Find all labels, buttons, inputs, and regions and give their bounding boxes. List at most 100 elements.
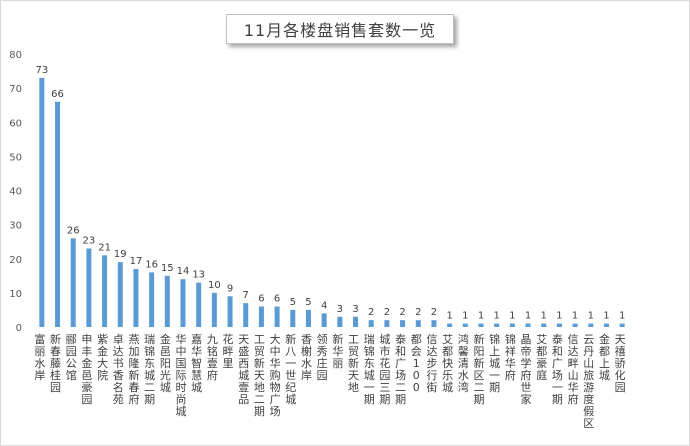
svg-text:华: 华 bbox=[332, 344, 343, 358]
svg-text:园: 园 bbox=[81, 393, 92, 406]
svg-text:花: 花 bbox=[379, 357, 390, 370]
svg-text:华: 华 bbox=[568, 380, 579, 394]
data-label: 7 bbox=[243, 290, 249, 301]
svg-text:新: 新 bbox=[474, 356, 485, 370]
svg-text:上: 上 bbox=[599, 357, 610, 370]
bar bbox=[164, 275, 170, 327]
svg-text:都: 都 bbox=[536, 345, 547, 358]
svg-text:一: 一 bbox=[552, 381, 563, 394]
svg-text:城: 城 bbox=[191, 381, 202, 394]
svg-text:九: 九 bbox=[207, 333, 218, 346]
svg-text:区: 区 bbox=[474, 369, 485, 382]
svg-text:城: 城 bbox=[285, 393, 296, 406]
svg-text:花: 花 bbox=[223, 333, 234, 346]
svg-text:园: 园 bbox=[50, 381, 61, 394]
svg-text:锦: 锦 bbox=[505, 332, 516, 346]
svg-text:城: 城 bbox=[442, 381, 453, 394]
bar bbox=[86, 248, 92, 327]
svg-text:华: 华 bbox=[176, 332, 187, 346]
data-label: 2 bbox=[368, 307, 374, 318]
data-label: 21 bbox=[98, 242, 111, 253]
svg-text:名: 名 bbox=[113, 380, 124, 394]
svg-text:城: 城 bbox=[364, 369, 375, 382]
bar bbox=[211, 292, 217, 327]
y-tick-label: 0 bbox=[16, 323, 22, 334]
bar bbox=[447, 323, 453, 327]
svg-text:畔: 畔 bbox=[568, 357, 579, 370]
svg-text:新: 新 bbox=[285, 332, 296, 346]
svg-text:二: 二 bbox=[474, 381, 485, 394]
bar bbox=[102, 255, 108, 327]
svg-text:城: 城 bbox=[599, 369, 610, 382]
svg-text:广: 广 bbox=[270, 393, 281, 406]
svg-text:帝: 帝 bbox=[521, 344, 532, 358]
bar bbox=[180, 279, 186, 327]
y-tick-label: 80 bbox=[9, 50, 22, 61]
bar bbox=[70, 238, 76, 327]
svg-text:期: 期 bbox=[254, 405, 265, 418]
y-tick-label: 10 bbox=[9, 289, 22, 300]
svg-text:华: 华 bbox=[270, 356, 281, 370]
svg-text:区: 区 bbox=[583, 417, 594, 430]
svg-text:园: 园 bbox=[379, 369, 390, 382]
svg-text:金: 金 bbox=[160, 332, 171, 346]
chart-title: 11月各楼盘销售套数一览 bbox=[226, 14, 454, 44]
data-label: 1 bbox=[588, 311, 594, 322]
bar bbox=[243, 303, 249, 327]
svg-text:一: 一 bbox=[285, 357, 296, 370]
svg-text:豪: 豪 bbox=[536, 356, 547, 370]
svg-text:广: 广 bbox=[552, 357, 563, 370]
svg-text:春: 春 bbox=[128, 381, 139, 394]
data-label: 10 bbox=[208, 280, 221, 291]
svg-text:园: 园 bbox=[66, 345, 77, 358]
svg-text:岸: 岸 bbox=[34, 369, 45, 382]
svg-text:步: 步 bbox=[426, 357, 437, 370]
svg-text:一: 一 bbox=[489, 369, 500, 382]
svg-text:工: 工 bbox=[254, 333, 265, 346]
svg-text:期: 期 bbox=[474, 393, 485, 406]
bar bbox=[400, 320, 406, 327]
svg-text:信: 信 bbox=[568, 333, 579, 346]
bar bbox=[149, 272, 155, 327]
svg-text:中: 中 bbox=[270, 345, 281, 358]
svg-text:榭: 榭 bbox=[301, 344, 312, 358]
data-label: 4 bbox=[321, 300, 327, 311]
svg-text:水: 水 bbox=[301, 357, 312, 370]
svg-text:禧: 禧 bbox=[615, 345, 626, 358]
svg-text:丽: 丽 bbox=[34, 345, 45, 358]
svg-text:家: 家 bbox=[521, 392, 532, 406]
bar bbox=[353, 316, 359, 327]
bar bbox=[39, 77, 45, 327]
svg-text:公: 公 bbox=[66, 357, 77, 370]
svg-text:1: 1 bbox=[413, 357, 420, 370]
svg-text:上: 上 bbox=[489, 345, 500, 358]
svg-text:场: 场 bbox=[395, 368, 406, 382]
svg-text:尚: 尚 bbox=[176, 392, 187, 406]
bar bbox=[619, 323, 625, 327]
svg-text:达: 达 bbox=[568, 345, 579, 358]
svg-text:邑: 邑 bbox=[81, 369, 92, 382]
bar bbox=[478, 323, 484, 327]
svg-text:瑞: 瑞 bbox=[364, 332, 375, 346]
svg-text:际: 际 bbox=[176, 369, 187, 382]
svg-text:物: 物 bbox=[270, 380, 281, 394]
svg-text:假: 假 bbox=[583, 404, 594, 418]
svg-text:都: 都 bbox=[599, 345, 610, 358]
svg-text:山: 山 bbox=[568, 369, 579, 382]
data-label: 16 bbox=[145, 259, 158, 270]
svg-text:盛: 盛 bbox=[238, 344, 249, 358]
y-tick-label: 60 bbox=[9, 118, 22, 129]
svg-text:府: 府 bbox=[521, 368, 532, 382]
data-label: 13 bbox=[192, 270, 205, 281]
svg-text:天: 天 bbox=[238, 333, 249, 346]
svg-text:世: 世 bbox=[285, 369, 296, 382]
data-label: 66 bbox=[51, 89, 64, 100]
